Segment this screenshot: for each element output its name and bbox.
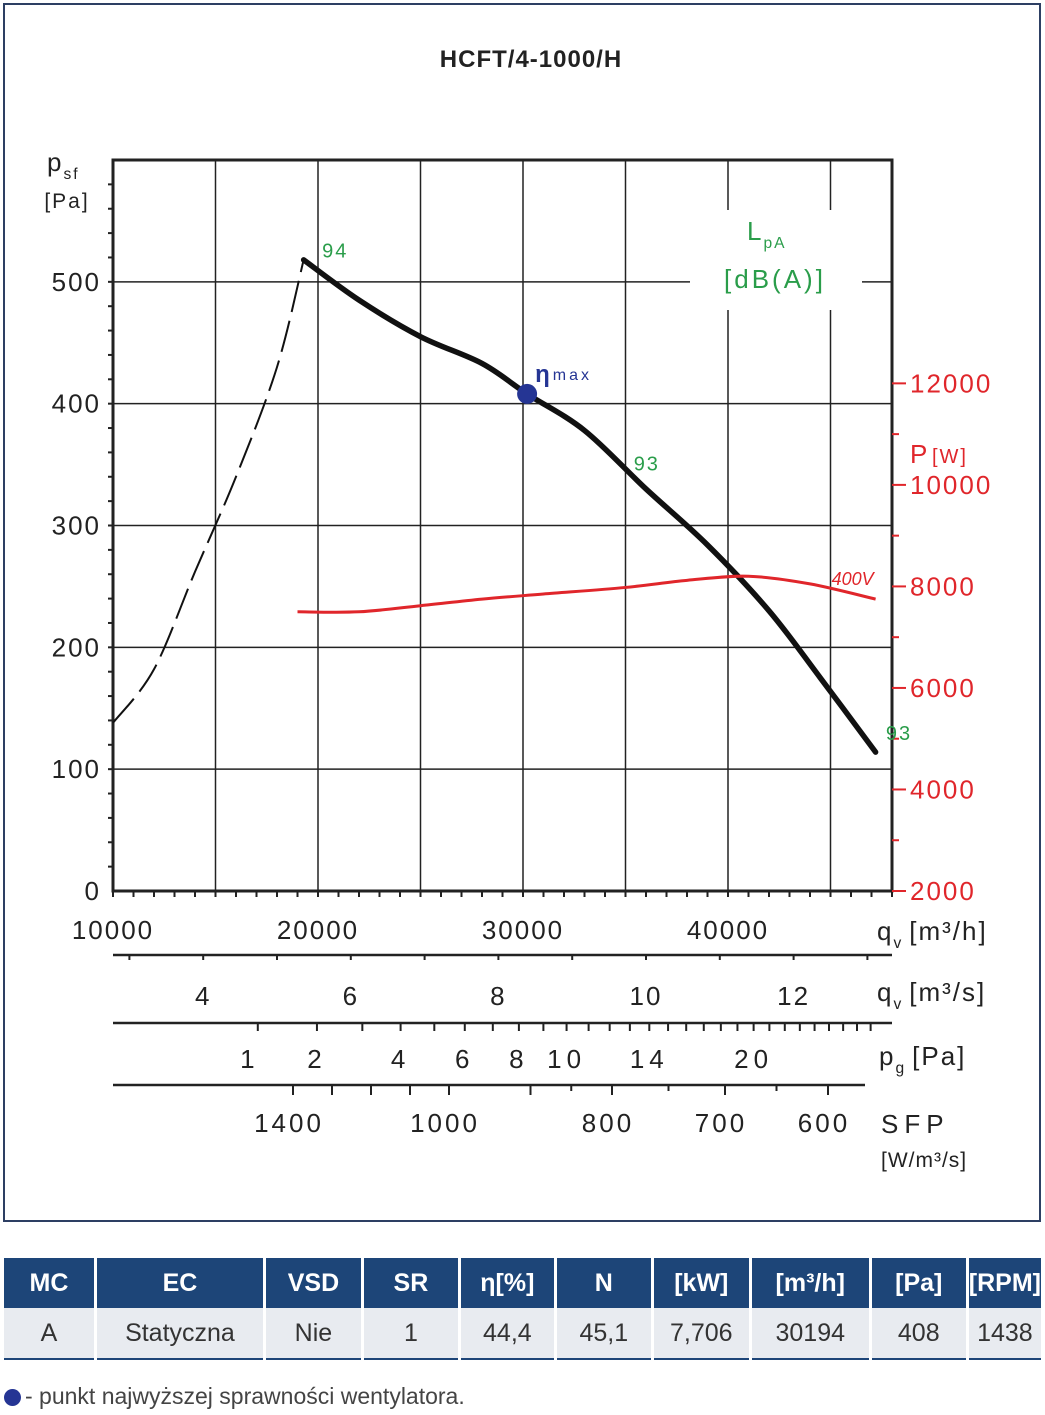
x-axis-label: qv [m³/h] bbox=[877, 916, 988, 952]
header-vsd: VSD bbox=[264, 1258, 364, 1308]
cell-n: 45,1 bbox=[555, 1308, 654, 1360]
cell-sr: 1 bbox=[362, 1308, 461, 1360]
cell-rpm: 1438 bbox=[967, 1308, 1041, 1360]
chart-title: HCFT/4-1000/H bbox=[440, 46, 622, 73]
header-rpm: [RPM] bbox=[967, 1258, 1041, 1308]
y2-tick-label: 4000 bbox=[910, 774, 976, 804]
lpa-label-bg bbox=[690, 210, 862, 310]
scale-m3s-label: qv [m³/s] bbox=[877, 977, 986, 1013]
y2-tick-label: 12000 bbox=[910, 368, 992, 398]
pressure-curve-unstable bbox=[112, 259, 305, 724]
scale-pg-tick-label: 14 bbox=[630, 1044, 669, 1074]
y-axis-label: psf bbox=[47, 147, 80, 183]
y2-tick-label: 2000 bbox=[910, 876, 976, 906]
scale-pg-tick-label: 6 bbox=[455, 1044, 474, 1074]
header-eta: η[%] bbox=[459, 1258, 557, 1308]
cell-flow: 30194 bbox=[750, 1308, 872, 1360]
cell-kw: 7,706 bbox=[652, 1308, 752, 1360]
y-tick-label: 200 bbox=[52, 632, 101, 662]
legend-note-text: - punkt najwyższej sprawności wentylator… bbox=[25, 1383, 465, 1409]
spec-table-header-row: MC EC VSD SR η[%] N [kW] [m³/h] [Pa] [RP… bbox=[4, 1258, 1041, 1308]
noise-label: 93 bbox=[886, 723, 912, 745]
scale-sfp-label: SFP bbox=[881, 1109, 950, 1139]
lpa-label: LpA bbox=[747, 216, 787, 252]
scale-pg-tick-label: 10 bbox=[547, 1044, 586, 1074]
pressure-curve bbox=[300, 257, 879, 755]
scale-pg-tick-label: 2 bbox=[307, 1044, 326, 1074]
spec-table: MC EC VSD SR η[%] N [kW] [m³/h] [Pa] [RP… bbox=[4, 1258, 1041, 1360]
y2-axis-label: P bbox=[910, 439, 929, 469]
scale-sfp-tick-label: 1400 bbox=[254, 1108, 324, 1138]
header-sr: SR bbox=[362, 1258, 461, 1308]
scale-pg-label: pg [Pa] bbox=[879, 1041, 966, 1077]
x-tick-label: 20000 bbox=[277, 915, 359, 945]
x-tick-label: 30000 bbox=[482, 915, 564, 945]
scale-m3s-tick-label: 4 bbox=[195, 981, 211, 1011]
scale-sfp-unit: [W/m³/s] bbox=[881, 1149, 967, 1172]
eta-max-point bbox=[517, 383, 538, 404]
x-tick-label: 40000 bbox=[687, 915, 769, 945]
scale-m3s-tick-label: 6 bbox=[343, 981, 359, 1011]
y-axis-unit: [Pa] bbox=[44, 190, 89, 213]
y2-tick-label: 8000 bbox=[910, 571, 976, 601]
y-tick-label: 500 bbox=[52, 267, 101, 297]
power-curve-label: 400V bbox=[832, 569, 876, 589]
lpa-unit: [dB(A)] bbox=[724, 264, 826, 294]
scale-m3s-tick-label: 10 bbox=[630, 981, 663, 1011]
scale-sfp-tick-label: 600 bbox=[798, 1108, 850, 1138]
table-row: A Statyczna Nie 1 44,4 45,1 7,706 30194 … bbox=[4, 1308, 1041, 1360]
cell-mc: A bbox=[4, 1308, 97, 1360]
scale-sfp-tick-label: 1000 bbox=[410, 1108, 480, 1138]
scale-m3s-tick-label: 12 bbox=[777, 981, 810, 1011]
y-tick-label: 400 bbox=[52, 389, 101, 419]
eta-max-label: η max bbox=[535, 361, 592, 388]
y2-tick-label: 6000 bbox=[910, 673, 976, 703]
y2-tick-label: 10000 bbox=[910, 470, 992, 500]
cell-pa: 408 bbox=[870, 1308, 969, 1360]
header-n: N bbox=[555, 1258, 654, 1308]
power-curve-400v bbox=[297, 574, 876, 614]
y-tick-label: 100 bbox=[52, 754, 101, 784]
header-pa: [Pa] bbox=[870, 1258, 969, 1308]
header-mc: MC bbox=[4, 1258, 97, 1308]
y2-axis-unit: [W] bbox=[932, 446, 968, 468]
noise-label: 94 bbox=[322, 240, 348, 262]
cell-eta: 44,4 bbox=[459, 1308, 557, 1360]
x-tick-label: 10000 bbox=[72, 915, 154, 945]
header-flow: [m³/h] bbox=[750, 1258, 872, 1308]
header-kw: [kW] bbox=[652, 1258, 752, 1308]
scale-sfp-tick-label: 800 bbox=[582, 1108, 634, 1138]
legend-note: - punkt najwyższej sprawności wentylator… bbox=[4, 1383, 465, 1410]
scale-pg-tick-label: 4 bbox=[391, 1044, 410, 1074]
noise-label: 93 bbox=[634, 454, 660, 476]
scale-m3s-tick-label: 8 bbox=[490, 981, 506, 1011]
scale-pg-tick-label: 8 bbox=[509, 1044, 528, 1074]
fan-curve-chart: HCFT/4-1000/H LpA [dB(A)] 0 100 200 300 400 500 1… bbox=[44, 46, 992, 1172]
chart-frame: HCFT/4-1000/H LpA [dB(A)] 0 100 200 300 400 500 1… bbox=[3, 3, 1041, 1222]
header-ec: EC bbox=[95, 1258, 266, 1308]
y-tick-label: 300 bbox=[52, 511, 101, 541]
cell-vsd: Nie bbox=[264, 1308, 364, 1360]
efficiency-dot-icon bbox=[4, 1389, 21, 1406]
scale-sfp-tick-label: 700 bbox=[695, 1108, 747, 1138]
scale-pg-tick-label: 20 bbox=[734, 1044, 773, 1074]
cell-ec: Statyczna bbox=[95, 1308, 266, 1360]
y-tick-label: 0 bbox=[85, 876, 101, 906]
scale-pg-tick-label: 1 bbox=[240, 1044, 259, 1074]
